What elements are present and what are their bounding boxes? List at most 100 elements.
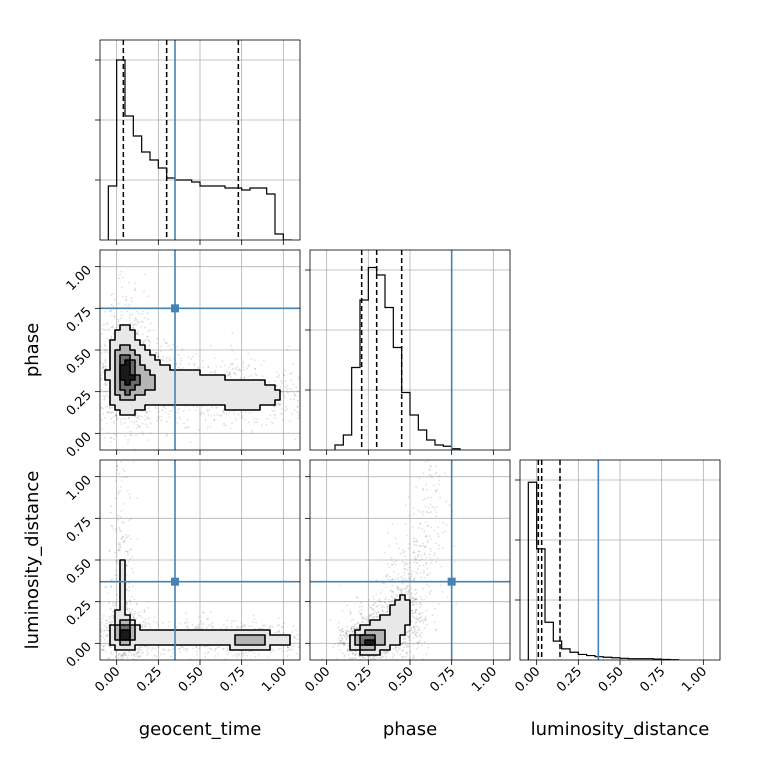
scatter-point: [120, 529, 123, 532]
density-cell: [130, 375, 136, 381]
density-cell: [250, 380, 256, 386]
scatter-point: [341, 635, 343, 638]
density-cell: [125, 635, 131, 641]
scatter-point: [228, 411, 231, 414]
scatter-point: [418, 565, 421, 568]
density-cell: [265, 630, 271, 636]
scatter-point: [93, 338, 95, 340]
scatter-point: [250, 429, 253, 432]
scatter-point: [384, 601, 387, 604]
density-cell: [115, 350, 121, 356]
scatter-point: [144, 338, 147, 341]
scatter-point: [126, 536, 128, 539]
scatter-point: [247, 421, 250, 424]
scatter-point: [282, 394, 285, 397]
scatter-point: [417, 556, 420, 559]
density-cell: [245, 395, 251, 401]
scatter-point: [186, 625, 189, 628]
scatter-point: [91, 339, 93, 341]
density-cell: [380, 645, 386, 651]
scatter-point: [284, 386, 287, 389]
contour-level: [349, 594, 411, 656]
density-cell: [190, 390, 196, 396]
density-cell: [395, 625, 401, 631]
density-cell: [140, 345, 146, 351]
scatter-point: [160, 653, 162, 656]
scatter-point: [406, 568, 409, 571]
scatter-point: [405, 651, 408, 654]
scatter-point: [294, 394, 297, 397]
scatter-point: [97, 381, 99, 383]
scatter-point: [131, 614, 134, 617]
scatter-point: [316, 629, 318, 631]
scatter-point: [110, 511, 113, 514]
scatter-point: [145, 625, 147, 627]
scatter-point: [385, 574, 387, 577]
scatter-point: [440, 584, 442, 587]
density-cell: [125, 335, 131, 341]
scatter-point: [409, 650, 411, 653]
scatter-point: [320, 641, 322, 643]
scatter-point: [110, 335, 113, 338]
density-cell: [280, 640, 286, 646]
scatter-point: [209, 425, 212, 428]
density-cell: [135, 400, 141, 406]
scatter-point: [296, 411, 299, 414]
scatter-point: [388, 544, 391, 547]
scatter-point: [295, 629, 297, 632]
scatter-point: [94, 628, 96, 630]
scatter-point: [68, 348, 70, 350]
density-cell: [270, 400, 276, 406]
density-cell: [260, 640, 266, 646]
scatter-point: [294, 394, 297, 397]
scatter-point: [398, 589, 401, 592]
scatter-point: [433, 506, 436, 509]
scatter-point: [383, 601, 386, 604]
scatter-point: [104, 586, 107, 589]
scatter-point: [418, 510, 421, 513]
panel-phase-phase: [305, 249, 511, 455]
density-cell: [385, 630, 391, 636]
scatter-point: [424, 616, 427, 619]
density-cell: [255, 645, 261, 651]
scatter-point: [133, 655, 136, 658]
scatter-point: [346, 604, 349, 607]
density-cell: [225, 400, 231, 406]
scatter-point: [200, 622, 203, 625]
scatter-point: [410, 609, 413, 612]
density-cell: [145, 635, 151, 641]
scatter-point: [413, 626, 415, 629]
y-tick-label: 0.00: [64, 640, 95, 671]
scatter-point: [123, 717, 125, 719]
scatter-point: [101, 332, 104, 335]
scatter-point: [254, 373, 257, 376]
density-cell: [370, 620, 376, 626]
scatter-point: [127, 560, 130, 563]
scatter-point: [415, 625, 418, 628]
scatter-point: [349, 658, 352, 660]
density-cell: [120, 380, 126, 386]
density-cell: [230, 645, 236, 651]
scatter-point: [119, 655, 122, 658]
scatter-point: [428, 591, 431, 593]
scatter-point: [290, 648, 293, 651]
density-cell: [185, 380, 191, 386]
scatter-point: [431, 559, 433, 561]
scatter-point: [225, 650, 228, 653]
x-tick-label: 0.75: [427, 664, 458, 695]
scatter-point: [222, 410, 224, 413]
scatter-point: [395, 559, 398, 562]
density-cell: [160, 395, 166, 401]
scatter-point: [103, 436, 106, 439]
scatter-point: [443, 472, 446, 475]
scatter-point: [59, 382, 61, 384]
scatter-point: [120, 653, 123, 656]
scatter-point: [109, 615, 112, 618]
scatter-point: [125, 476, 128, 479]
density-cell: [160, 390, 166, 396]
scatter-point: [143, 645, 146, 648]
density-cell: [130, 630, 136, 636]
density-cell: [120, 570, 126, 576]
scatter-point: [178, 366, 181, 369]
scatter-point: [387, 578, 389, 581]
